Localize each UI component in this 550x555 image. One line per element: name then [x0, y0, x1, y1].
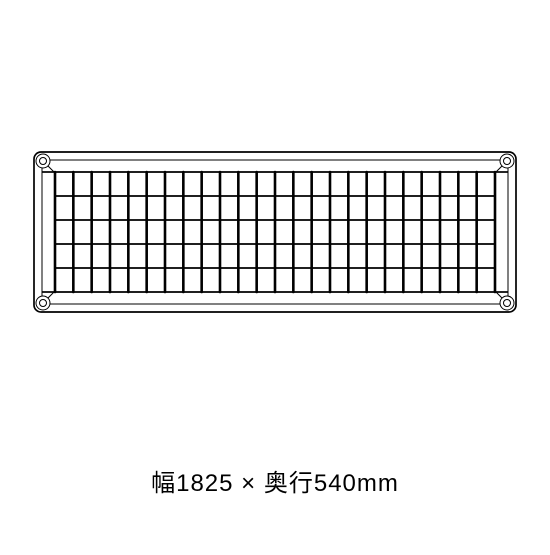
depth-prefix: 奥行: [264, 470, 314, 497]
depth-value: 540: [314, 470, 357, 497]
unit-label: mm: [357, 470, 399, 497]
width-value: 1825: [176, 470, 233, 497]
dim-separator: ×: [234, 470, 264, 497]
diagram-container: 幅1825 × 奥行540mm: [0, 0, 550, 550]
width-prefix: 幅: [151, 470, 176, 497]
dimension-caption: 幅1825 × 奥行540mm: [0, 463, 550, 498]
